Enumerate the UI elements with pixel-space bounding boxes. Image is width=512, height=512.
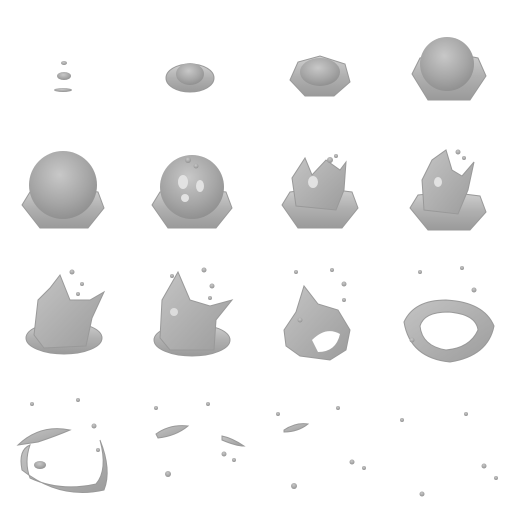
- frame-2: [165, 63, 215, 93]
- frame-13: [16, 398, 108, 493]
- frame-4: [411, 37, 487, 101]
- frame-8: [409, 149, 487, 231]
- frame-10: [153, 267, 234, 357]
- frame-15: [276, 406, 366, 489]
- frame-9: [25, 269, 106, 355]
- frame-14: [154, 402, 246, 477]
- frame-6: [151, 155, 233, 229]
- frame-7: [281, 154, 359, 229]
- frame-5: [21, 151, 105, 229]
- frame-11: [283, 268, 351, 361]
- frame-16: [400, 412, 498, 497]
- frame-12: [403, 266, 495, 363]
- frame-1: [54, 61, 72, 92]
- frame-3: [289, 55, 351, 97]
